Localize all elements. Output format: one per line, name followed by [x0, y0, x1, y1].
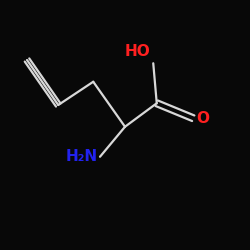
- Text: HO: HO: [125, 44, 151, 60]
- Text: O: O: [196, 111, 209, 126]
- Text: H₂N: H₂N: [66, 149, 98, 164]
